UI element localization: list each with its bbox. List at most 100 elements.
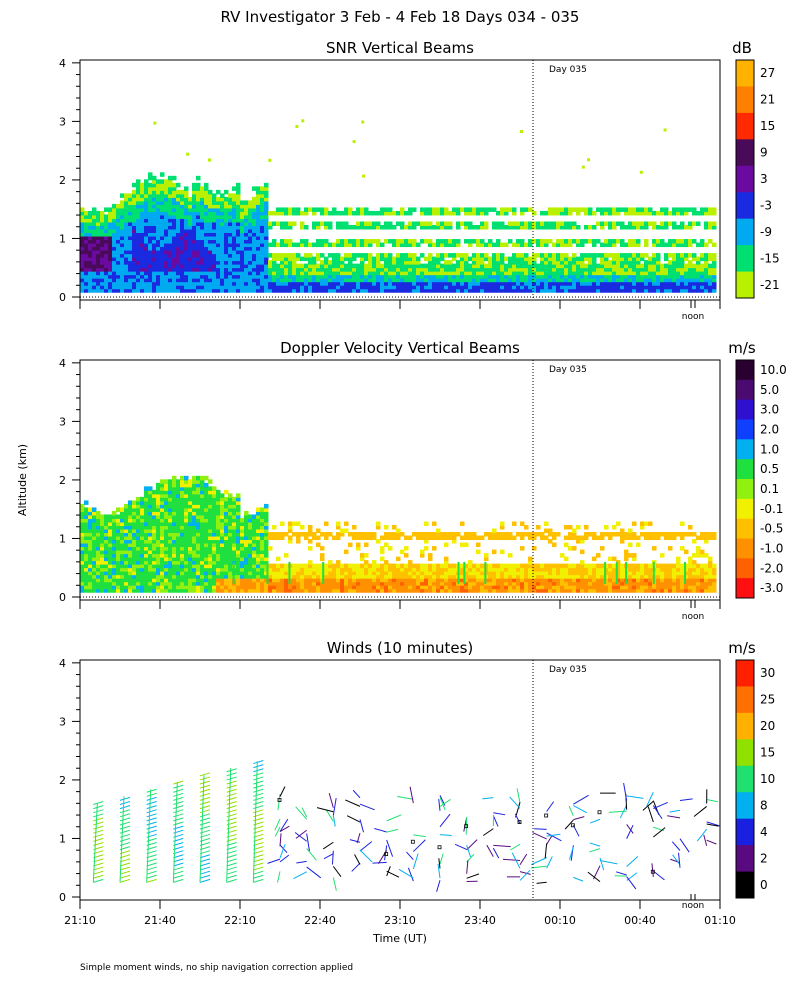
snr-cell — [128, 249, 133, 255]
doppler-cell — [212, 574, 217, 579]
snr-cell — [600, 210, 605, 216]
doppler-cell — [252, 528, 257, 534]
snr-cell — [488, 284, 493, 290]
snr-cell — [224, 260, 229, 265]
doppler-cell — [236, 528, 241, 534]
snr-cell — [564, 267, 569, 272]
snr-cell — [260, 284, 265, 290]
doppler-cell — [424, 532, 429, 537]
snr-cell — [700, 277, 705, 283]
doppler-cell — [124, 528, 129, 534]
snr-cell — [184, 260, 189, 265]
snr-cell — [112, 281, 117, 286]
doppler-cell — [160, 560, 165, 565]
doppler-cell — [316, 542, 321, 548]
doppler-cell — [100, 560, 105, 565]
doppler-cell — [396, 577, 401, 583]
snr-cell — [164, 196, 169, 202]
snr-cell — [280, 256, 285, 262]
doppler-cell — [180, 584, 185, 590]
doppler-cell — [436, 535, 441, 541]
snr-cell — [544, 256, 549, 262]
snr-cell — [208, 284, 213, 290]
snr-cell — [712, 284, 717, 290]
snr-cell — [104, 249, 109, 255]
doppler-cell — [116, 549, 121, 555]
snr-cell — [544, 270, 549, 276]
snr-cell — [708, 253, 713, 258]
snr-cell — [324, 288, 329, 293]
doppler-cell — [120, 584, 125, 590]
doppler-cell — [220, 546, 225, 551]
doppler-cell — [240, 553, 245, 558]
doppler-cell — [472, 567, 477, 572]
snr-cell — [556, 256, 561, 262]
doppler-cell — [176, 567, 181, 572]
snr-cell — [464, 267, 469, 272]
doppler-cell — [200, 486, 205, 491]
doppler-cell — [432, 584, 437, 590]
doppler-cell — [408, 535, 413, 541]
snr-cell — [236, 186, 241, 191]
doppler-cell — [192, 574, 197, 579]
doppler-cell — [244, 542, 249, 548]
snr-cell — [416, 267, 421, 272]
doppler-cell — [240, 556, 245, 562]
snr-cell — [196, 263, 201, 269]
doppler-cell — [380, 581, 385, 586]
snr-cell — [92, 228, 97, 234]
snr-cell — [440, 281, 445, 286]
snr-cell — [568, 242, 573, 248]
doppler-cell — [340, 581, 345, 586]
snr-cell — [504, 274, 509, 279]
snr-cell — [184, 207, 189, 212]
snr-cell — [692, 277, 697, 283]
snr-cell — [84, 277, 89, 283]
doppler-cell — [108, 521, 113, 526]
snr-cell — [148, 246, 153, 251]
snr-cell — [196, 196, 201, 202]
snr-cell — [140, 196, 145, 202]
snr-cell — [632, 256, 637, 262]
doppler-cell — [180, 532, 185, 537]
snr-cell — [316, 288, 321, 293]
doppler-cell — [212, 521, 217, 526]
doppler-cell — [236, 574, 241, 579]
snr-cell — [520, 277, 525, 283]
doppler-cell — [136, 517, 141, 523]
doppler-cell — [360, 574, 365, 579]
snr-cell — [180, 221, 185, 226]
doppler-cell — [96, 514, 101, 519]
doppler-cell — [144, 528, 149, 534]
doppler-cell — [128, 503, 133, 509]
snr-cell — [320, 270, 325, 276]
doppler-cell — [388, 574, 393, 579]
snr-cell — [232, 253, 237, 258]
doppler-cell — [192, 514, 197, 519]
doppler-cell — [84, 581, 89, 586]
snr-cell — [180, 249, 185, 255]
snr-cell — [664, 288, 669, 293]
doppler-cell — [328, 584, 333, 590]
doppler-cell — [460, 581, 465, 586]
doppler-cell — [244, 560, 249, 565]
snr-cell — [208, 221, 213, 226]
snr-cell — [636, 274, 641, 279]
snr-cell — [208, 256, 213, 262]
doppler-cell — [148, 493, 153, 498]
doppler-cell — [136, 539, 141, 544]
snr-cell — [164, 284, 169, 290]
doppler-cell — [232, 588, 237, 593]
snr-cell — [624, 267, 629, 272]
colorbar-0-swatch-8 — [736, 271, 754, 299]
doppler-cell — [396, 563, 401, 569]
doppler-cell — [92, 539, 97, 544]
snr-cell — [124, 246, 129, 251]
snr-cell — [280, 253, 285, 258]
snr-cell — [660, 210, 665, 216]
doppler-cell — [120, 588, 125, 593]
doppler-cell — [388, 570, 393, 576]
snr-cell — [304, 277, 309, 283]
snr-cell — [460, 253, 465, 258]
snr-cell — [460, 284, 465, 290]
